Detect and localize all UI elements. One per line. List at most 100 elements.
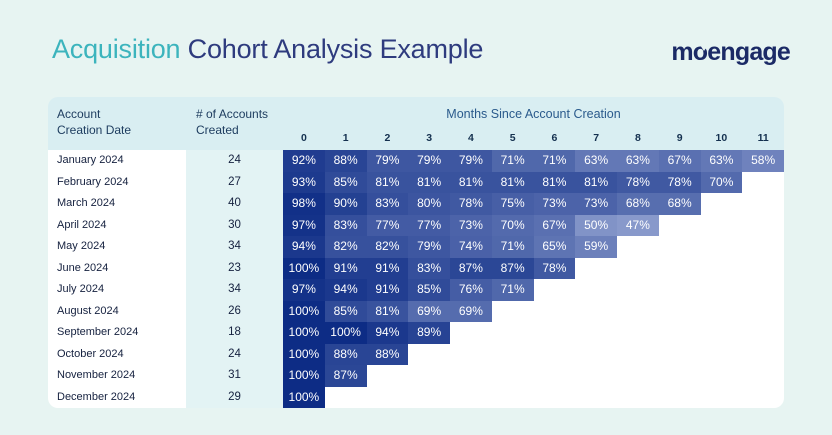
retention-cell-m1: 87% [324, 365, 367, 387]
header-accounts-created: # of Accounts Created [196, 107, 269, 137]
retention-cell-m1: 90% [324, 193, 367, 215]
retention-cell-m5: 75% [491, 193, 534, 215]
retention-cell-m1: 85% [324, 300, 367, 322]
cohort-date: March 2024 [57, 197, 116, 209]
accounts-created-value: 30 [228, 218, 241, 231]
month-label-3: 3 [426, 132, 433, 144]
retention-cells: 100% 87% [283, 365, 367, 387]
logo-o-notch [700, 45, 709, 51]
retention-cell-m7: 63% [575, 150, 617, 172]
table-header-band: Account Creation Date # of Accounts Crea… [48, 97, 784, 150]
month-label-1: 1 [342, 132, 349, 144]
retention-cell-m2: 82% [366, 236, 409, 258]
retention-cell-m8: 47% [617, 214, 659, 236]
retention-cells: 97% 83% 77% 77% 73% 70% 67% 50% 47% [283, 214, 659, 236]
retention-cells: 100% 85% 81% 69% 69% [283, 300, 492, 322]
cohort-date: October 2024 [57, 347, 124, 360]
retention-cell-m0: 92% [283, 150, 325, 172]
retention-cell-m4: 81% [450, 171, 492, 193]
retention-cell-m4: 87% [450, 257, 492, 279]
cohort-row-june-2024: June 2024 23 100% 91% 91% 83% 87% 87% 78% [48, 257, 784, 279]
retention-cell-m6: 71% [533, 150, 576, 172]
retention-cell-m3: 79% [408, 150, 450, 172]
retention-cell-m2: 81% [366, 171, 409, 193]
retention-cell-m7: 50% [575, 214, 617, 236]
accounts-created-value: 29 [228, 390, 241, 403]
retention-cell-m4: 79% [450, 150, 492, 172]
retention-cell-m0: 100% [283, 322, 325, 344]
retention-cell-m9: 78% [658, 171, 701, 193]
retention-cell-m0: 98% [283, 193, 325, 215]
retention-cells: 92% 88% 79% 79% 79% 71% 71% 63% 63% 67% 63% 58% [283, 150, 784, 172]
cohort-row-july-2024: July 2024 34 97% 94% 91% 85% 76% 71% [48, 279, 784, 301]
cohort-date: April 2024 [57, 218, 107, 231]
cohort-date: September 2024 [57, 326, 139, 338]
retention-cell-m1: 85% [324, 171, 367, 193]
cohort-date: November 2024 [57, 369, 136, 381]
month-label-0: 0 [300, 132, 307, 144]
retention-cell-m4: 74% [450, 236, 492, 258]
page-title-rest: Cohort Analysis Example [180, 34, 484, 64]
retention-cell-m3: 79% [408, 236, 450, 258]
month-labels: 0 1 2 3 4 5 6 7 8 9 10 11 [283, 128, 784, 148]
month-label-7: 7 [593, 132, 600, 144]
retention-cell-m5: 71% [491, 150, 534, 172]
retention-cells: 94% 82% 82% 79% 74% 71% 65% 59% [283, 236, 617, 258]
cohort-row-january-2024: January 2024 24 92% 88% 79% 79% 79% 71% 71% 63% 63… [48, 150, 784, 172]
accounts-created-value: 27 [228, 175, 241, 188]
cohort-row-february-2024: February 2024 27 93% 85% 81% 81% 81% 81% 81% 81% 7… [48, 171, 784, 193]
retention-cell-m10: 63% [700, 150, 743, 172]
retention-cells: 100% 88% 88% [283, 343, 409, 365]
cohort-date: December 2024 [57, 390, 136, 403]
retention-cell-m0: 100% [283, 365, 325, 387]
retention-cell-m6: 67% [533, 214, 576, 236]
retention-cell-m3: 85% [408, 279, 450, 301]
retention-cell-m0: 100% [283, 386, 325, 408]
retention-cell-m2: 91% [366, 279, 409, 301]
retention-cell-m2: 83% [366, 193, 409, 215]
cohort-row-march-2024: March 2024 40 98% 90% 83% 80% 78% 75% 73% 73% 68% 6… [48, 193, 784, 215]
accounts-created-value: 26 [228, 304, 241, 317]
retention-cell-m1: 83% [324, 214, 367, 236]
accounts-created-value: 40 [228, 197, 241, 209]
retention-cells: 100% [283, 386, 325, 408]
cohort-date: July 2024 [57, 283, 105, 295]
month-label-5: 5 [509, 132, 516, 144]
retention-cell-m4: 78% [450, 193, 492, 215]
retention-cell-m3: 77% [408, 214, 450, 236]
retention-cell-m6: 81% [533, 171, 576, 193]
month-label-9: 9 [676, 132, 683, 144]
retention-cell-m2: 88% [366, 343, 409, 365]
retention-cell-m7: 73% [575, 193, 617, 215]
month-label-6: 6 [551, 132, 558, 144]
retention-cell-m1: 94% [324, 279, 367, 301]
retention-cell-m9: 67% [658, 150, 701, 172]
retention-cell-m1: 100% [324, 322, 367, 344]
retention-cell-m3: 83% [408, 257, 450, 279]
retention-cell-m6: 78% [533, 257, 576, 279]
retention-cells: 100% 100% 94% 89% [283, 322, 450, 344]
page-title-accent: Acquisition [52, 34, 181, 64]
retention-cell-m4: 69% [450, 300, 492, 322]
accounts-created-value: 34 [228, 283, 241, 295]
cohort-row-may-2024: May 2024 34 94% 82% 82% 79% 74% 71% 65% 59% [48, 236, 784, 258]
retention-cells: 98% 90% 83% 80% 78% 75% 73% 73% 68% 68% [283, 193, 701, 215]
retention-cell-m4: 76% [450, 279, 492, 301]
cohort-row-october-2024: October 2024 24 100% 88% 88% [48, 343, 784, 365]
month-label-10: 10 [715, 132, 728, 144]
moengage-logo: moengage [671, 38, 790, 67]
retention-cell-m8: 78% [617, 171, 659, 193]
retention-cell-m10: 70% [700, 171, 743, 193]
retention-cell-m2: 91% [366, 257, 409, 279]
page-title: Acquisition Cohort Analysis Example [52, 34, 483, 65]
cohort-date: August 2024 [57, 304, 119, 317]
retention-cells: 100% 91% 91% 83% 87% 87% 78% [283, 257, 576, 279]
retention-cells: 97% 94% 91% 85% 76% 71% [283, 279, 534, 301]
retention-cell-m0: 100% [283, 343, 325, 365]
header-months-since-creation: Months Since Account Creation [446, 107, 621, 121]
month-label-2: 2 [384, 132, 391, 144]
retention-cell-m1: 88% [324, 150, 367, 172]
retention-cell-m2: 79% [366, 150, 409, 172]
accounts-created-value: 24 [228, 154, 241, 166]
cohort-row-september-2024: September 2024 18 100% 100% 94% 89% [48, 322, 784, 344]
